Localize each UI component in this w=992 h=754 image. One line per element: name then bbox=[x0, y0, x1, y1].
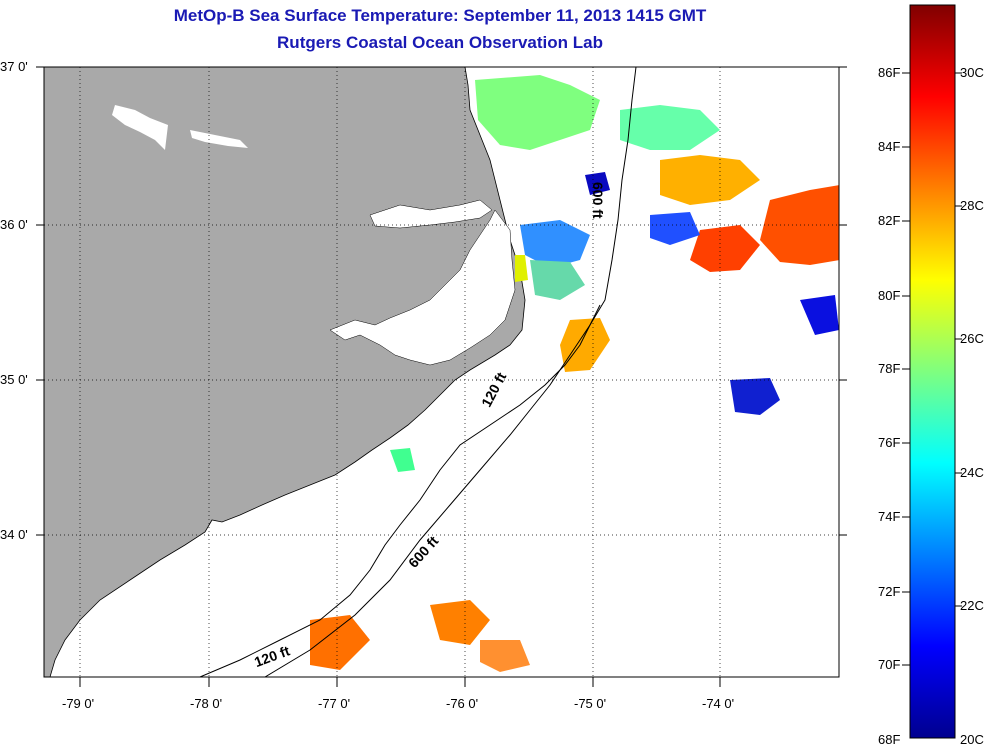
lon-label: -78 0' bbox=[190, 696, 223, 711]
colorbar-f-label: 82F bbox=[878, 213, 901, 228]
lat-label: 35 0' bbox=[0, 372, 28, 387]
lon-label: -76 0' bbox=[446, 696, 479, 711]
grid bbox=[44, 67, 839, 677]
map-title: MetOp-B Sea Surface Temperature: Septemb… bbox=[173, 6, 707, 25]
colorbar-f-label: 70F bbox=[878, 657, 901, 672]
contour-label: 600 ft bbox=[590, 182, 606, 219]
colorbar-ticks bbox=[902, 72, 962, 666]
lat-label: 34 0' bbox=[0, 527, 28, 542]
colorbar-f-label: 78F bbox=[878, 361, 901, 376]
lat-label: 36 0' bbox=[0, 217, 28, 232]
colorbar-f-label: 74F bbox=[878, 509, 901, 524]
colorbar-f-label: 80F bbox=[878, 288, 901, 303]
colorbar bbox=[909, 4, 956, 739]
inland-lake bbox=[112, 105, 168, 150]
axis-ticks bbox=[36, 66, 847, 687]
map-border bbox=[43, 66, 840, 678]
colorbar-f-label: 72F bbox=[878, 584, 901, 599]
colorbar-c-label: 22C bbox=[960, 598, 984, 613]
colorbar-c-label: 28C bbox=[960, 198, 984, 213]
colorbar-f-label: 86F bbox=[878, 65, 901, 80]
colorbar-c-label: 30C bbox=[960, 65, 984, 80]
albemarle-sound bbox=[369, 199, 493, 229]
contour-600ft bbox=[264, 67, 637, 677]
colorbar-f-label: 84F bbox=[878, 139, 901, 154]
contour-120ft bbox=[199, 304, 601, 677]
lon-label: -77 0' bbox=[318, 696, 351, 711]
lat-label: 37 0' bbox=[0, 59, 28, 74]
colorbar-c-label: 26C bbox=[960, 331, 984, 346]
lon-label: -74 0' bbox=[702, 696, 735, 711]
inland-lake bbox=[190, 130, 248, 148]
colorbar-f-label: 76F bbox=[878, 435, 901, 450]
lon-label: -75 0' bbox=[574, 696, 607, 711]
sst-patches bbox=[310, 75, 839, 672]
map-subtitle: Rutgers Coastal Ocean Observation Lab bbox=[277, 33, 603, 52]
lon-label: -79 0' bbox=[62, 696, 95, 711]
colorbar-c-label: 20C bbox=[960, 732, 984, 747]
colorbar-c-label: 24C bbox=[960, 465, 984, 480]
pamlico-sound bbox=[329, 209, 516, 366]
colorbar-f-label: 68F bbox=[878, 732, 901, 747]
